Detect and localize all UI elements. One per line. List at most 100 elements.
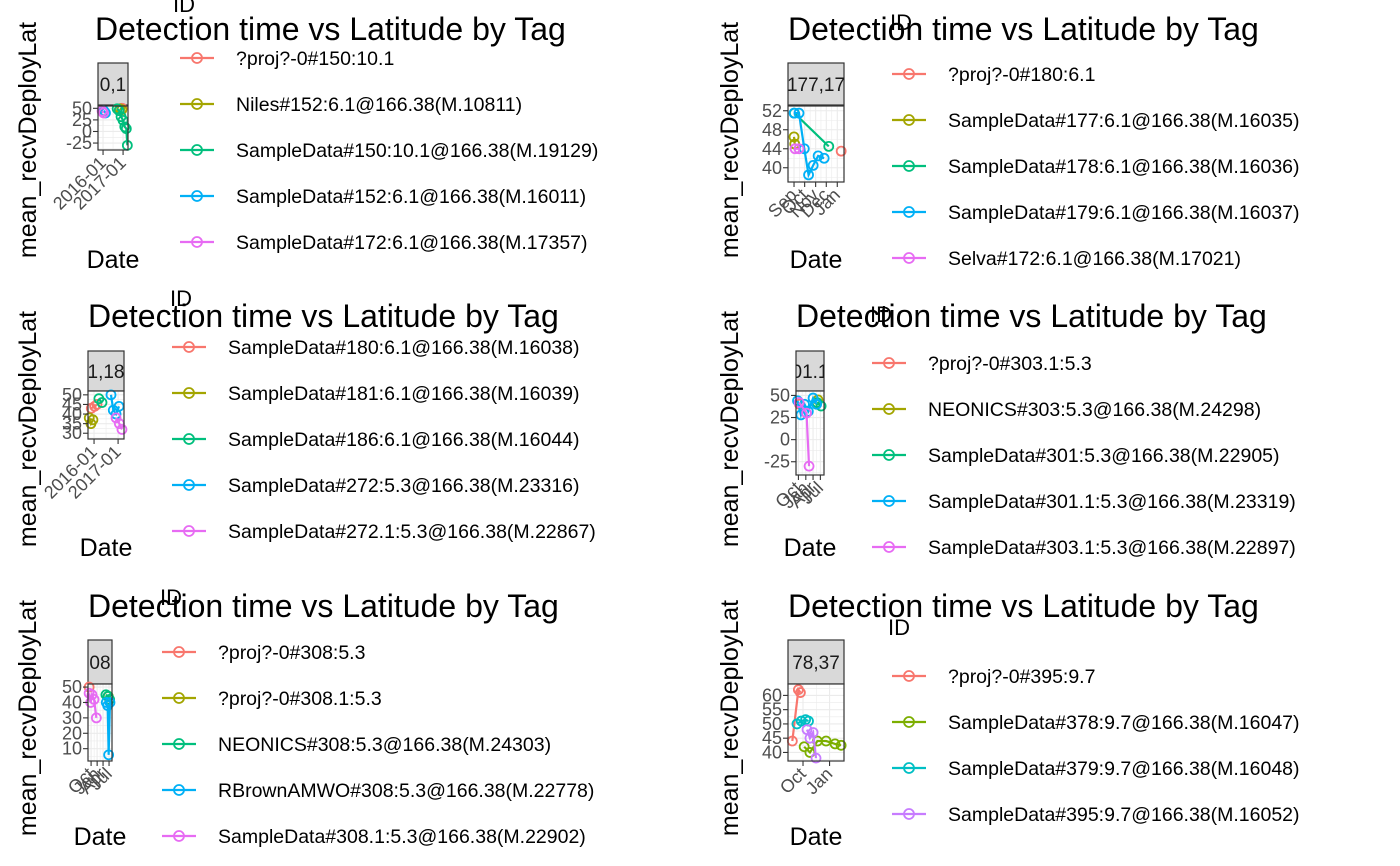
facet-strip-background (97, 62, 129, 106)
legend-key-point (183, 341, 195, 353)
legend-item: SampleData#181:6.1@166.38(M.16039) (172, 383, 580, 405)
legend-label: ?proj?-0#308:5.3 (218, 642, 365, 664)
series-line-1 (791, 686, 802, 742)
legend-key-point (183, 479, 195, 491)
legend: ?proj?-0#150:10.1 Niles#152:6.1@166.38(M.… (180, 48, 598, 254)
legend-key-point (173, 830, 185, 842)
legend: SampleData#180:6.1@166.38(M.16038) Sample… (172, 337, 596, 543)
data-point (119, 121, 131, 133)
legend-label: Selva#172:6.1@166.38(M.17021) (948, 248, 1241, 270)
y-axis-title: mean_recvDeployLat (14, 22, 42, 258)
y-tick-label: 45 (762, 728, 782, 748)
legend: ?proj?-0#180:6.1 SampleData#177:6.1@166.3… (892, 64, 1300, 270)
data-point (829, 738, 841, 750)
legend-item: ?proj?-0#308:5.3 (162, 642, 365, 664)
legend-item: SampleData#379:9.7@166.38(M.16048) (892, 758, 1300, 780)
legend-key-point (903, 206, 915, 218)
legend-item: Selva#172:6.1@166.38(M.17021) (892, 248, 1241, 270)
legend-label: SampleData#272:5.3@166.38(M.23316) (228, 475, 580, 497)
legend-item: SampleData#180:6.1@166.38(M.16038) (172, 337, 580, 359)
legend-key-point (903, 160, 915, 172)
x-axis-title: Date (80, 534, 133, 562)
legend-key-point (903, 252, 915, 264)
data-point (90, 712, 102, 724)
legend-key-point (173, 692, 185, 704)
legend-label: SampleData#152:6.1@166.38(M.16011) (236, 186, 586, 208)
y-tick-label: 60 (762, 685, 782, 705)
data-point (88, 694, 100, 705)
series-marks (792, 392, 827, 472)
data-point (835, 145, 847, 157)
legend-label: SampleData#308.1:5.3@166.38(M.22902) (218, 826, 586, 848)
facet-strip: 0,1 (97, 62, 129, 106)
legend-key-point (903, 114, 915, 126)
chart-title: Detection time vs Latitude by Tag (95, 11, 566, 47)
legend-item: SampleData#301.1:5.3@166.38(M.23319) (872, 491, 1296, 513)
data-point (812, 150, 824, 162)
y-tick-label: 25 (770, 408, 790, 428)
y-tick-label: 50 (72, 98, 92, 118)
legend-title: ID (888, 615, 910, 640)
legend-key-point (903, 808, 915, 820)
y-tick-label: 40 (762, 158, 782, 178)
facet-strip-background (787, 62, 845, 106)
y-axis-title: mean_recvDeployLat (14, 600, 42, 836)
legend-item: SampleData#303.1:5.3@166.38(M.22897) (872, 537, 1296, 559)
chart-title: Detection time vs Latitude by Tag (796, 298, 1267, 334)
facet-strip-label: 0,1 (100, 75, 126, 96)
legend-label: SampleData#303.1:5.3@166.38(M.22897) (928, 537, 1296, 559)
series-line-4 (102, 109, 107, 114)
legend-key-point (883, 357, 895, 369)
facet-strip-label: 01.1 (792, 362, 829, 383)
legend-key-point (173, 738, 185, 750)
legend-item: SampleData#178:6.1@166.38(M.16036) (892, 156, 1300, 178)
legend-key-point (183, 433, 195, 445)
y-axis-title: mean_recvDeployLat (14, 311, 42, 547)
y-tick-label: -25 (66, 133, 92, 153)
y-tick-label: 40 (62, 404, 82, 424)
data-point (818, 152, 830, 164)
legend-label: ?proj?-0#308.1:5.3 (218, 688, 382, 710)
data-point (802, 405, 814, 417)
legend-key-point (191, 52, 203, 64)
x-tick-label: Jan (802, 764, 837, 799)
series-marks (83, 389, 128, 435)
data-point (801, 407, 812, 419)
plot-border (87, 390, 125, 440)
facet-strip: 08 (87, 639, 113, 685)
legend-label: SampleData#177:6.1@166.38(M.16035) (948, 110, 1300, 132)
legend-item: ?proj?-0#395:9.7 (892, 666, 1095, 688)
legend-item: SampleData#308.1:5.3@166.38(M.22902) (162, 826, 586, 848)
y-tick-label: 30 (62, 423, 82, 443)
y-tick-label: -25 (764, 452, 790, 472)
x-axis-title: Date (74, 823, 127, 851)
legend-item: ?proj?-0#308.1:5.3 (162, 688, 382, 710)
legend-item: SampleData#150:10.1@166.38(M.19129) (180, 140, 598, 162)
facet-strip-background (787, 639, 845, 685)
y-tick-label: 50 (62, 677, 82, 697)
y-tick-label: 25 (72, 110, 92, 130)
legend-label: SampleData#150:10.1@166.38(M.19129) (236, 140, 598, 162)
y-tick-label: 50 (762, 714, 782, 734)
legend-key-point (883, 495, 895, 507)
data-point (105, 389, 117, 401)
legend-label: SampleData#378:9.7@166.38(M.16047) (948, 712, 1300, 734)
chart-title: Detection time vs Latitude by Tag (88, 298, 559, 334)
data-point (823, 140, 835, 152)
legend: ?proj?-0#395:9.7 SampleData#378:9.7@166.3… (892, 666, 1300, 826)
y-tick-label: 50 (62, 385, 82, 405)
facet-strip-label: 78,37 (792, 653, 840, 674)
plot-border (787, 683, 845, 762)
data-point (804, 732, 816, 744)
y-tick-label: 10 (62, 739, 82, 759)
x-axis-title: Date (790, 246, 843, 274)
legend-key-point (191, 190, 203, 202)
y-axis-title: mean_recvDeployLat (716, 311, 744, 547)
y-tick-label: 20 (62, 723, 82, 743)
legend-item: SampleData#172:6.1@166.38(M.17357) (180, 232, 588, 254)
plot-border (87, 683, 113, 762)
y-tick-label: 44 (762, 139, 782, 159)
